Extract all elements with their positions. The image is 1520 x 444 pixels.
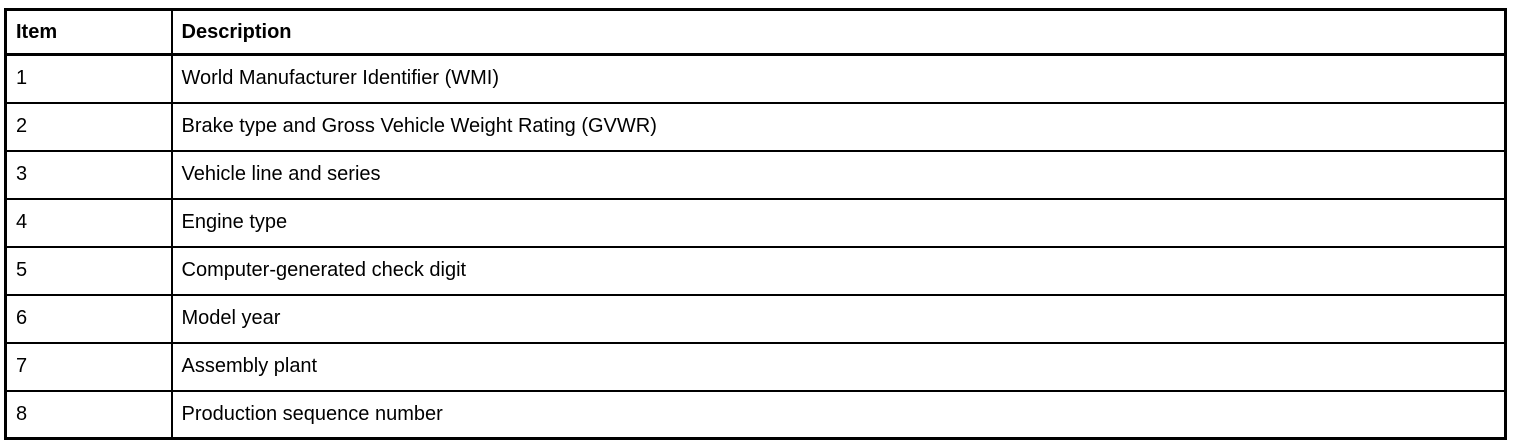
item-cell: 6 [4,293,173,344]
item-cell: 8 [4,389,173,440]
item-cell: 5 [4,245,173,296]
table-header: Item Description [4,8,1507,56]
description-cell: Engine type [170,197,1507,248]
table-row: 2 Brake type and Gross Vehicle Weight Ra… [4,101,1507,152]
column-header-item: Item [4,8,173,56]
item-cell: 1 [4,53,173,104]
description-cell: Assembly plant [170,341,1507,392]
description-cell: World Manufacturer Identifier (WMI) [170,53,1507,104]
description-cell: Brake type and Gross Vehicle Weight Rati… [170,101,1507,152]
table-header-row: Item Description [4,8,1507,56]
table-row: 4 Engine type [4,197,1507,248]
item-cell: 7 [4,341,173,392]
item-cell: 2 [4,101,173,152]
description-cell: Production sequence number [170,389,1507,440]
table-body: 1 World Manufacturer Identifier (WMI) 2 … [4,53,1507,440]
vin-item-description-table: Item Description 1 World Manufacturer Id… [4,8,1507,440]
table-row: 1 World Manufacturer Identifier (WMI) [4,53,1507,104]
table-row: 6 Model year [4,293,1507,344]
description-cell: Model year [170,293,1507,344]
table-row: 7 Assembly plant [4,341,1507,392]
table-row: 5 Computer-generated check digit [4,245,1507,296]
table-row: 3 Vehicle line and series [4,149,1507,200]
description-cell: Vehicle line and series [170,149,1507,200]
item-cell: 4 [4,197,173,248]
description-cell: Computer-generated check digit [170,245,1507,296]
table-row: 8 Production sequence number [4,389,1507,440]
column-header-description: Description [170,8,1507,56]
item-cell: 3 [4,149,173,200]
